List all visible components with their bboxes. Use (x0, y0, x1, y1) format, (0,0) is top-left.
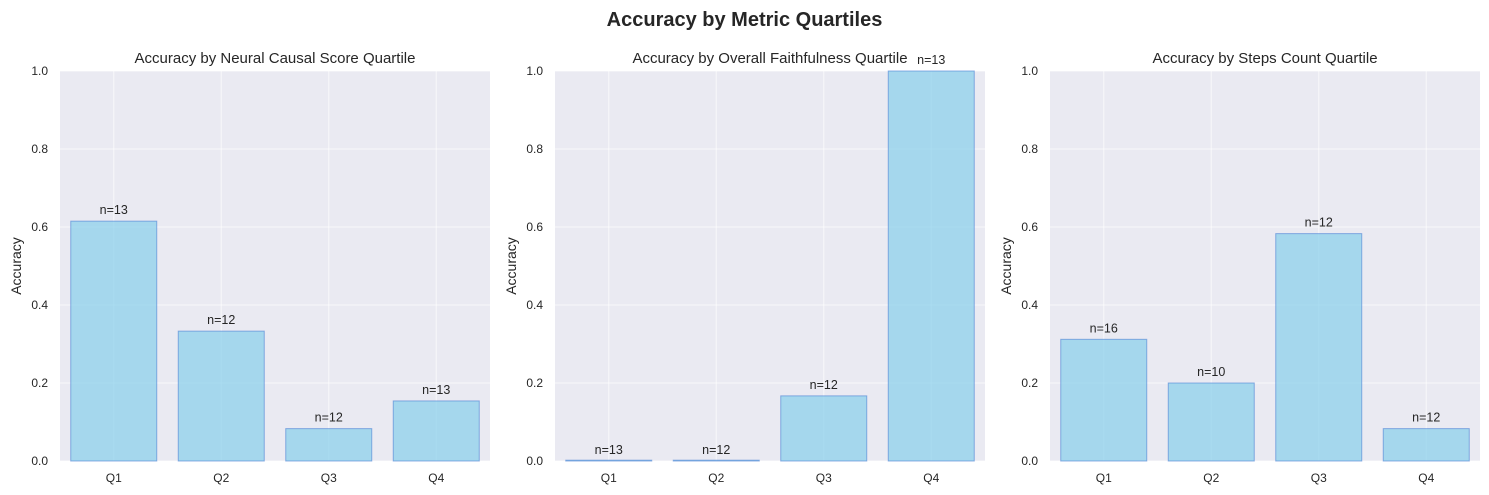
y-tick-label: 0.8 (1021, 142, 1038, 156)
bar-count-label: n=12 (1412, 411, 1440, 425)
y-tick-label: 0.4 (1021, 298, 1038, 312)
bar-q2 (672, 459, 760, 462)
bar-count-label: n=16 (1090, 321, 1118, 335)
y-tick-label: 0.4 (31, 298, 48, 312)
y-tick-label: 0.6 (31, 220, 48, 234)
bar-count-label: n=13 (100, 203, 128, 217)
bar-q3 (780, 395, 868, 462)
y-tick-label: 1.0 (1021, 64, 1038, 78)
x-tick-label: Q2 (708, 471, 724, 485)
x-tick-label: Q1 (106, 471, 122, 485)
bar-count-label: n=12 (1305, 216, 1333, 230)
x-tick-label: Q2 (213, 471, 229, 485)
y-tick-label: 0.8 (526, 142, 543, 156)
subplot-title: Accuracy by Steps Count Quartile (1152, 50, 1377, 67)
x-tick-label: Q4 (1418, 471, 1434, 485)
subplot-2: n=13 n=12 n=12 n=13 Q1 Q2 Q3 Q4 0.0 0.2 0.4 0.6 0.8 1… (503, 50, 985, 485)
y-axis-label: Accuracy (8, 237, 24, 295)
y-tick-label: 0.6 (1021, 220, 1038, 234)
y-axis-label: Accuracy (998, 237, 1014, 295)
x-tick-label: Q4 (428, 471, 444, 485)
bar-q1 (565, 459, 653, 462)
subplot-title: Accuracy by Overall Faithfulness Quartil… (632, 50, 907, 67)
bar-count-label: n=12 (702, 443, 730, 457)
bar-count-label: n=13 (917, 53, 945, 67)
y-tick-label: 0.2 (526, 376, 543, 390)
subplot-1: n=13 n=12 n=12 n=13 Q1 Q2 Q3 Q4 0.0 0.2 0.4 0.6 0.8 1… (8, 50, 490, 485)
y-tick-label: 0.4 (526, 298, 543, 312)
x-tick-label: Q3 (321, 471, 337, 485)
bar-q1 (1060, 338, 1148, 462)
bar-q1 (70, 220, 158, 462)
y-tick-label: 0.2 (1021, 376, 1038, 390)
x-tick-label: Q4 (923, 471, 939, 485)
y-axis-label: Accuracy (503, 237, 519, 295)
bar-q4 (887, 70, 975, 462)
subplot-3: n=16 n=10 n=12 n=12 Q1 Q2 Q3 Q4 0.0 0.2 0.4 0.6 0.8 1… (998, 50, 1480, 485)
bar-q2 (1167, 382, 1255, 462)
bar-q2 (177, 330, 265, 462)
bar-count-label: n=10 (1197, 365, 1225, 379)
bar-count-label: n=13 (422, 383, 450, 397)
y-tick-label: 1.0 (31, 64, 48, 78)
bar-q3 (285, 428, 373, 462)
y-tick-label: 0.2 (31, 376, 48, 390)
figure-title: Accuracy by Metric Quartiles (607, 9, 883, 31)
y-tick-label: 0.0 (1021, 454, 1038, 468)
bar-q4 (392, 400, 480, 462)
y-tick-label: 1.0 (526, 64, 543, 78)
bar-count-label: n=12 (207, 313, 235, 327)
x-tick-label: Q3 (816, 471, 832, 485)
y-tick-label: 0.0 (526, 454, 543, 468)
x-tick-label: Q1 (601, 471, 617, 485)
y-tick-label: 0.0 (31, 454, 48, 468)
x-tick-label: Q1 (1096, 471, 1112, 485)
bar-count-label: n=12 (810, 378, 838, 392)
x-tick-label: Q2 (1203, 471, 1219, 485)
bar-count-label: n=13 (595, 443, 623, 457)
bar-count-label: n=12 (315, 411, 343, 425)
bar-q4 (1382, 428, 1470, 462)
y-tick-label: 0.6 (526, 220, 543, 234)
subplot-title: Accuracy by Neural Causal Score Quartile (135, 50, 416, 67)
x-tick-label: Q3 (1311, 471, 1327, 485)
bar-q3 (1275, 233, 1363, 462)
y-tick-label: 0.8 (31, 142, 48, 156)
